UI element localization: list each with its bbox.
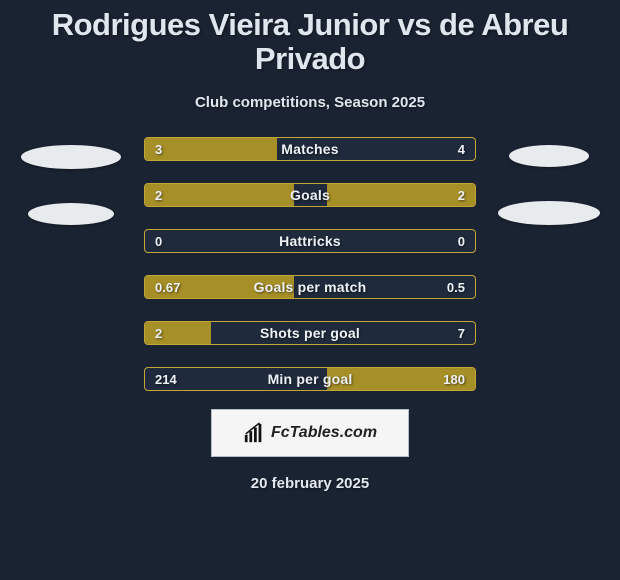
- page-title: Rodrigues Vieira Junior vs de Abreu Priv…: [10, 8, 610, 76]
- stat-bar: 0.670.5Goals per match: [144, 275, 476, 299]
- stats-column: 34Matches 22Goals 00Hattricks 0.670.5Goals …: [144, 137, 476, 391]
- stat-bar: 22Goals: [144, 183, 476, 207]
- stat-label: Hattricks: [145, 230, 475, 252]
- comparison-row: 34Matches 22Goals 00Hattricks 0.670.5Goals …: [10, 137, 610, 391]
- left-avatar-2: [28, 203, 114, 225]
- stat-bar: 214180Min per goal: [144, 367, 476, 391]
- stat-bar: 00Hattricks: [144, 229, 476, 253]
- source-badge: FcTables.com: [211, 409, 409, 457]
- subtitle: Club competitions, Season 2025: [10, 94, 610, 111]
- stat-label: Shots per goal: [145, 322, 475, 344]
- left-avatar-1: [21, 145, 121, 169]
- badge-text: FcTables.com: [271, 424, 377, 442]
- left-player-col: [16, 137, 126, 225]
- stat-label: Goals per match: [145, 276, 475, 298]
- stat-label: Goals: [145, 184, 475, 206]
- right-avatar-1: [509, 145, 589, 167]
- stat-bar: 34Matches: [144, 137, 476, 161]
- right-player-col: [494, 137, 604, 225]
- footer-date: 20 february 2025: [10, 475, 610, 492]
- chart-icon: [243, 422, 265, 444]
- right-avatar-2: [498, 201, 600, 225]
- stat-label: Min per goal: [145, 368, 475, 390]
- stat-label: Matches: [145, 138, 475, 160]
- stat-bar: 27Shots per goal: [144, 321, 476, 345]
